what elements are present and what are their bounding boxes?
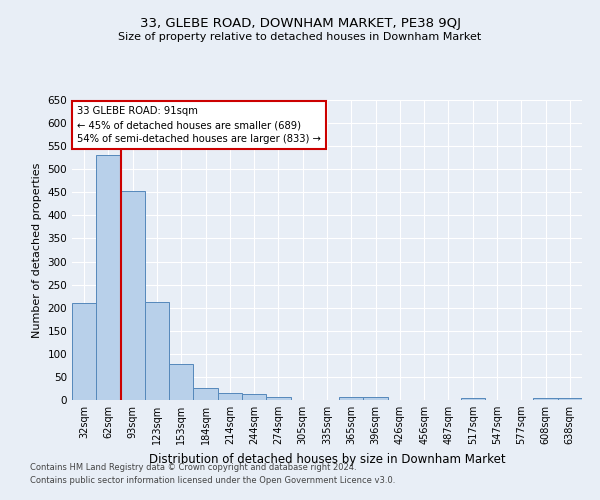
Text: 33 GLEBE ROAD: 91sqm
← 45% of detached houses are smaller (689)
54% of semi-deta: 33 GLEBE ROAD: 91sqm ← 45% of detached h…	[77, 106, 321, 144]
Bar	[218, 393, 242, 400]
Bar	[266, 397, 290, 400]
Bar	[242, 394, 266, 400]
Bar	[364, 397, 388, 400]
Bar	[558, 398, 582, 400]
Bar	[72, 303, 96, 400]
Text: Size of property relative to detached houses in Downham Market: Size of property relative to detached ho…	[118, 32, 482, 42]
Bar	[169, 364, 193, 400]
Bar	[121, 192, 145, 400]
Bar	[339, 397, 364, 400]
Bar	[533, 398, 558, 400]
Text: Contains HM Land Registry data © Crown copyright and database right 2024.: Contains HM Land Registry data © Crown c…	[30, 464, 356, 472]
Text: 33, GLEBE ROAD, DOWNHAM MARKET, PE38 9QJ: 33, GLEBE ROAD, DOWNHAM MARKET, PE38 9QJ	[139, 18, 461, 30]
Bar	[145, 302, 169, 400]
Bar	[193, 388, 218, 400]
X-axis label: Distribution of detached houses by size in Downham Market: Distribution of detached houses by size …	[149, 452, 505, 466]
Bar	[461, 398, 485, 400]
Text: Contains public sector information licensed under the Open Government Licence v3: Contains public sector information licen…	[30, 476, 395, 485]
Y-axis label: Number of detached properties: Number of detached properties	[32, 162, 42, 338]
Bar	[96, 156, 121, 400]
